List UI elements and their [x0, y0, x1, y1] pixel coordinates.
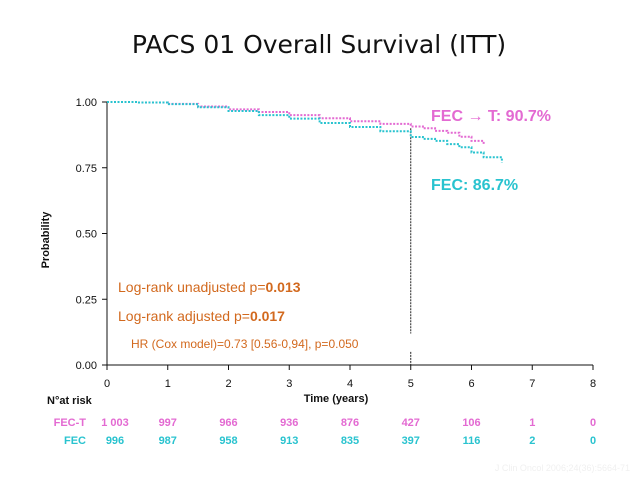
risk-cell: 997	[159, 417, 177, 429]
risk-cell: 966	[219, 417, 237, 429]
logrank-adjusted-value: 0.017	[250, 308, 285, 324]
risk-cell: 835	[341, 435, 359, 447]
risk-cell: 913	[280, 435, 298, 447]
risk-cell: 2	[529, 435, 535, 447]
logrank-unadjusted-value: 0.013	[266, 279, 301, 295]
x-tick-label: 7	[529, 378, 535, 390]
y-tick-label: 0.25	[76, 294, 97, 306]
y-tick-label: 0.00	[76, 360, 97, 372]
risk-cell: 1 003	[101, 417, 129, 429]
x-tick-label: 6	[468, 378, 474, 390]
risk-cell: 0	[590, 435, 596, 447]
chart-lines	[107, 101, 503, 163]
risk-cell: 427	[402, 417, 420, 429]
logrank-adjusted-label: Log-rank adjusted p=	[118, 308, 250, 324]
y-axis-label: Probability	[40, 211, 52, 269]
x-axis-label: Time (years)	[304, 393, 369, 405]
x-tick-label: 1	[165, 378, 171, 390]
fec-survival-curve	[107, 101, 503, 163]
x-tick-label: 2	[225, 378, 231, 390]
risk-cell: 106	[462, 417, 480, 429]
x-tick-label: 0	[104, 378, 110, 390]
x-tick-label: 4	[347, 378, 353, 390]
risk-cell: 936	[280, 417, 298, 429]
risk-cell: 397	[402, 435, 420, 447]
x-tick-label: 5	[408, 378, 414, 390]
logrank-adjusted: Log-rank adjusted p=0.017	[118, 308, 285, 324]
legend-fect: FEC → T: 90.7%	[431, 108, 551, 125]
risk-table: FEC-T 1 003 997 966 936 876 427 106 1 0 FEC 996 987 9…	[54, 417, 596, 447]
page-title: PACS 01 Overall Survival (ITT)	[131, 30, 507, 59]
citation: J Clin Oncol 2006;24(36):5664-71	[495, 463, 630, 473]
y-tick-label: 0.50	[76, 229, 97, 241]
y-tick-label: 0.75	[76, 163, 97, 175]
risk-cell: 958	[219, 435, 237, 447]
risk-table-label: N°at risk	[47, 395, 93, 407]
x-tick-label: 8	[590, 378, 596, 390]
hazard-ratio: HR (Cox model)=0.73 [0.56-0,94], p=0.050	[131, 337, 359, 351]
legend-fec: FEC: 86.7%	[431, 177, 518, 194]
logrank-unadjusted-label: Log-rank unadjusted p=	[118, 279, 266, 295]
risk-cell: 1	[529, 417, 535, 429]
risk-cell: 996	[106, 435, 124, 447]
risk-cell: 876	[341, 417, 359, 429]
chart-axes: 0 1 2 3 4 5 6 7 8 0.00 0.25 0.50 0.75 1.00	[76, 97, 596, 390]
fect-survival-curve	[107, 101, 485, 145]
risk-cell: 116	[463, 435, 481, 447]
y-tick-label: 1.00	[76, 97, 97, 109]
risk-row-label: FEC-T	[54, 417, 87, 429]
risk-cell: 0	[590, 417, 596, 429]
risk-row-label: FEC	[64, 435, 86, 447]
x-tick-label: 3	[286, 378, 292, 390]
logrank-unadjusted: Log-rank unadjusted p=0.013	[118, 279, 301, 295]
risk-cell: 987	[159, 435, 177, 447]
